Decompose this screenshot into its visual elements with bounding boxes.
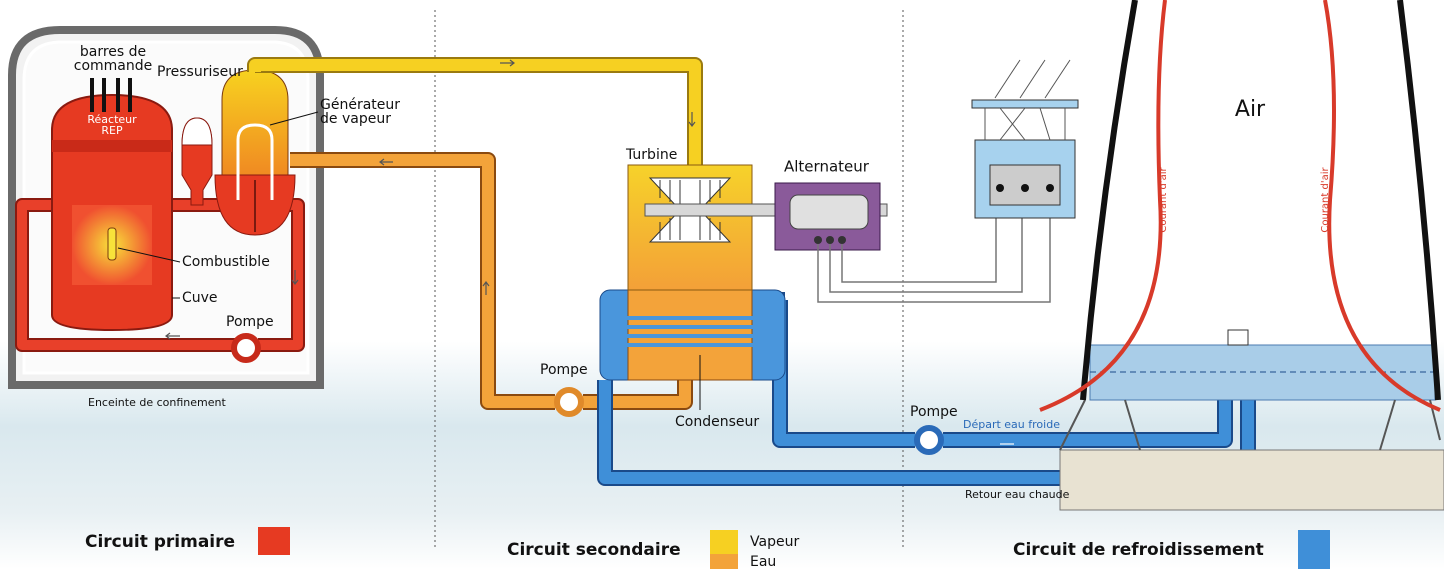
alternator-rotor: [790, 195, 868, 229]
cooling-pump: [917, 428, 941, 452]
page: { "labels": { "control_rods": ["barres d…: [0, 0, 1444, 569]
label: Courant d'air: [1158, 166, 1169, 232]
secondary-pump: [557, 390, 581, 414]
legend-label: Circuit de refroidissement: [1013, 540, 1264, 560]
reactor-band: [52, 140, 172, 152]
label: Pressuriseur: [157, 64, 243, 80]
legend-item: Eau: [750, 554, 776, 569]
pylon-arm: [972, 100, 1078, 108]
label: Air: [1235, 97, 1266, 122]
primary-pump: [234, 336, 258, 360]
label-line: REP: [101, 124, 123, 137]
label-line: commande: [74, 58, 153, 74]
legend-swatch: [1298, 530, 1330, 569]
label-line: de vapeur: [320, 111, 391, 127]
legend-swatch: [710, 530, 738, 554]
legend-swatch: [258, 527, 290, 555]
legend-label: Circuit primaire: [85, 532, 235, 552]
label: Pompe: [540, 362, 588, 378]
label: Combustible: [182, 254, 270, 270]
label: Courant d'air: [1320, 166, 1331, 232]
legend-swatch: [710, 554, 738, 569]
alternator-terminals: [814, 236, 846, 244]
legend-label: Circuit secondaire: [507, 540, 681, 560]
label: Alternateur: [784, 158, 870, 176]
label: Départ eau froide: [963, 418, 1060, 431]
label: Pompe: [910, 404, 958, 420]
label: Cuve: [182, 290, 218, 306]
legend-item: Vapeur: [750, 534, 799, 550]
diagram: barres decommande Pressuriseur RéacteurR…: [0, 0, 1444, 569]
label: Turbine: [625, 147, 677, 163]
fuel-rod: [108, 228, 116, 260]
label: Enceinte de confinement: [88, 396, 226, 409]
tower-ground: [1060, 450, 1444, 510]
tower-inlet: [1228, 330, 1248, 345]
label: Condenseur: [675, 414, 759, 430]
label: Retour eau chaude: [965, 488, 1070, 501]
label: Pompe: [226, 314, 274, 330]
